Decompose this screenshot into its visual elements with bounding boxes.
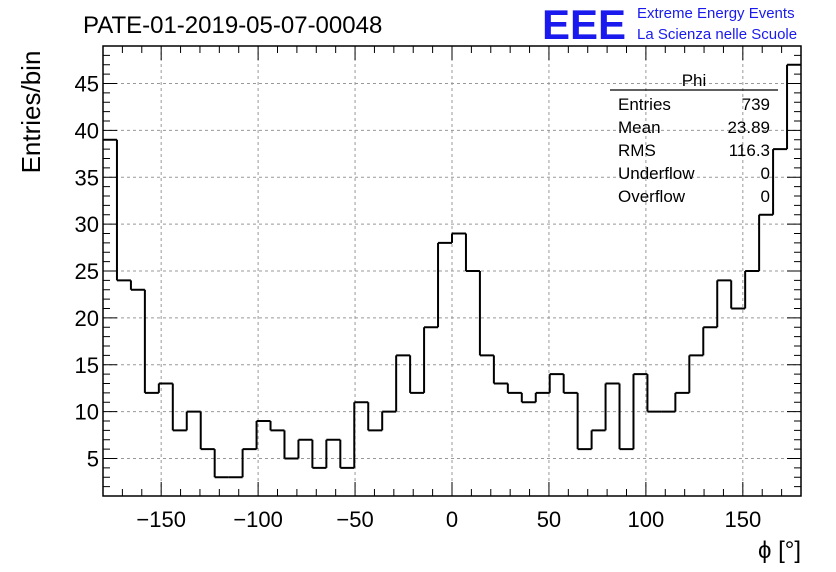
chart-title: PATE-01-2019-05-07-00048 [83,12,382,39]
stats-value-underflow: 0 [761,164,770,183]
brand-line-1: Extreme Energy Events [637,5,795,22]
y-tick-label: 20 [75,306,99,331]
stats-box: Phi Entries 739 Mean 23.89 RMS 116.3 Und… [610,71,778,206]
y-tick-label: 35 [75,165,99,190]
axes: −150 −100 −50 0 50 100 150 5 10 15 20 25 30 35 40 45 [75,45,802,532]
y-tick-label: 45 [75,72,99,97]
x-tick-label: −100 [233,507,283,532]
stats-label-rms: RMS [618,141,656,160]
stats-label-overflow: Overflow [618,187,686,206]
x-tick-label: −50 [336,507,373,532]
eee-logo: EEE [542,1,626,48]
stats-value-entries: 739 [742,95,770,114]
stats-label-mean: Mean [618,118,661,137]
x-tick-label: −150 [136,507,186,532]
y-tick-label: 30 [75,212,99,237]
x-tick-label: 150 [724,507,761,532]
x-tick-label: 100 [628,507,665,532]
stats-value-rms: 116.3 [729,141,770,160]
y-tick-label: 25 [75,259,99,284]
stats-value-mean: 23.89 [727,118,770,137]
grid [103,46,801,496]
stats-value-overflow: 0 [761,187,770,206]
y-tick-label: 5 [87,447,99,472]
stats-label-entries: Entries [618,95,671,114]
stats-label-underflow: Underflow [618,164,695,183]
x-tick-label: 50 [537,507,561,532]
stats-title: Phi [682,71,707,90]
x-axis-label: ϕ [°] [758,537,801,564]
x-tick-label: 0 [446,507,458,532]
y-tick-label: 40 [75,118,99,143]
y-axis-label: Entries/bin [16,51,46,174]
y-tick-label: 10 [75,400,99,425]
histogram-series [103,63,801,479]
y-tick-label: 15 [75,353,99,378]
brand-line-2: La Scienza nelle Scuole [637,26,797,43]
